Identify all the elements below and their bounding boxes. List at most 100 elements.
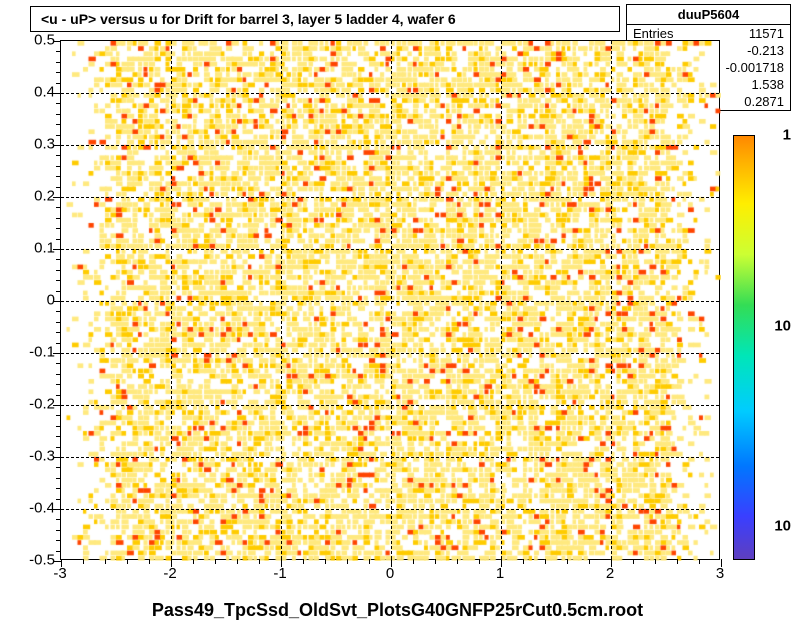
grid-line-v xyxy=(611,41,612,559)
grid-line-v xyxy=(281,41,282,559)
x-tick xyxy=(193,559,194,564)
x-axis-label: 3 xyxy=(700,565,740,582)
colorbar-tick-label: 10 xyxy=(774,318,791,335)
y-tick xyxy=(56,62,61,63)
y-tick xyxy=(56,72,61,73)
grid-line-h xyxy=(61,301,719,302)
y-axis-label: -0.1 xyxy=(5,344,55,361)
y-axis-label: 0 xyxy=(5,292,55,309)
y-axis-label: 0.5 xyxy=(5,32,55,49)
grid-line-h xyxy=(61,93,719,94)
x-tick xyxy=(655,559,656,564)
x-tick xyxy=(677,559,678,564)
x-tick xyxy=(545,559,546,564)
y-tick xyxy=(56,114,61,115)
plot-title: <u - uP> versus u for Drift for barrel 3… xyxy=(30,6,620,32)
y-tick xyxy=(56,280,61,281)
x-tick xyxy=(457,559,458,564)
x-tick xyxy=(633,559,634,564)
y-tick xyxy=(56,551,61,552)
x-tick xyxy=(149,559,150,564)
stats-header: duuP5604 xyxy=(627,5,790,25)
x-axis-label: -3 xyxy=(40,565,80,582)
y-axis-label: 0.1 xyxy=(5,240,55,257)
y-tick xyxy=(56,239,61,240)
grid-line-h xyxy=(61,509,719,510)
grid-line-h xyxy=(61,353,719,354)
y-tick xyxy=(56,291,61,292)
y-axis-label: -0.2 xyxy=(5,396,55,413)
y-tick xyxy=(56,426,61,427)
y-tick xyxy=(56,530,61,531)
grid-line-v xyxy=(171,41,172,559)
y-tick xyxy=(56,519,61,520)
x-tick xyxy=(369,559,370,564)
colorbar-tick-label: 10 xyxy=(774,518,791,535)
y-tick xyxy=(56,228,61,229)
x-axis-label: -2 xyxy=(150,565,190,582)
x-axis-label: 1 xyxy=(480,565,520,582)
x-tick xyxy=(325,559,326,564)
x-tick xyxy=(215,559,216,564)
y-tick xyxy=(56,218,61,219)
stats-value: -0.213 xyxy=(747,43,784,58)
x-tick xyxy=(523,559,524,564)
x-axis-label: -1 xyxy=(260,565,300,582)
y-tick xyxy=(56,259,61,260)
x-tick xyxy=(303,559,304,564)
y-tick xyxy=(56,447,61,448)
stats-value: 0.2871 xyxy=(744,94,784,109)
bottom-caption: Pass49_TpcSsd_OldSvt_PlotsG40GNFP25rCut0… xyxy=(0,600,795,621)
y-tick xyxy=(56,207,61,208)
y-tick xyxy=(56,135,61,136)
x-tick xyxy=(83,559,84,564)
y-axis-label: -0.3 xyxy=(5,448,55,465)
x-tick xyxy=(347,559,348,564)
y-tick xyxy=(56,311,61,312)
y-tick xyxy=(56,343,61,344)
y-tick xyxy=(56,499,61,500)
y-tick xyxy=(56,155,61,156)
y-tick xyxy=(56,124,61,125)
grid-line-h xyxy=(61,197,719,198)
y-tick xyxy=(56,103,61,104)
y-axis-label: 0.3 xyxy=(5,136,55,153)
x-tick xyxy=(127,559,128,564)
stats-value: 11571 xyxy=(749,26,784,41)
x-tick xyxy=(567,559,568,564)
y-tick xyxy=(56,363,61,364)
y-tick xyxy=(56,187,61,188)
x-tick xyxy=(479,559,480,564)
y-tick xyxy=(56,322,61,323)
y-axis-label: 0.2 xyxy=(5,188,55,205)
y-tick xyxy=(56,374,61,375)
grid-line-v xyxy=(501,41,502,559)
x-tick xyxy=(413,559,414,564)
x-axis-label: 2 xyxy=(590,565,630,582)
x-tick xyxy=(105,559,106,564)
y-tick xyxy=(56,51,61,52)
y-tick xyxy=(56,270,61,271)
y-tick xyxy=(56,395,61,396)
y-tick xyxy=(56,166,61,167)
x-axis-label: 0 xyxy=(370,565,410,582)
plot-area xyxy=(60,40,720,560)
grid-line-h xyxy=(61,457,719,458)
stats-value: -0.001718 xyxy=(725,60,784,75)
grid-line-h xyxy=(61,145,719,146)
y-tick xyxy=(56,467,61,468)
x-tick xyxy=(237,559,238,564)
grid-line-h xyxy=(61,405,719,406)
stats-value: 1.538 xyxy=(751,77,784,92)
y-tick xyxy=(56,384,61,385)
grid-line-v xyxy=(391,41,392,559)
y-tick xyxy=(56,332,61,333)
x-tick xyxy=(259,559,260,564)
y-tick xyxy=(56,176,61,177)
grid-line-h xyxy=(61,249,719,250)
y-tick xyxy=(56,415,61,416)
y-tick xyxy=(56,436,61,437)
x-tick xyxy=(699,559,700,564)
x-tick xyxy=(589,559,590,564)
y-tick xyxy=(56,83,61,84)
